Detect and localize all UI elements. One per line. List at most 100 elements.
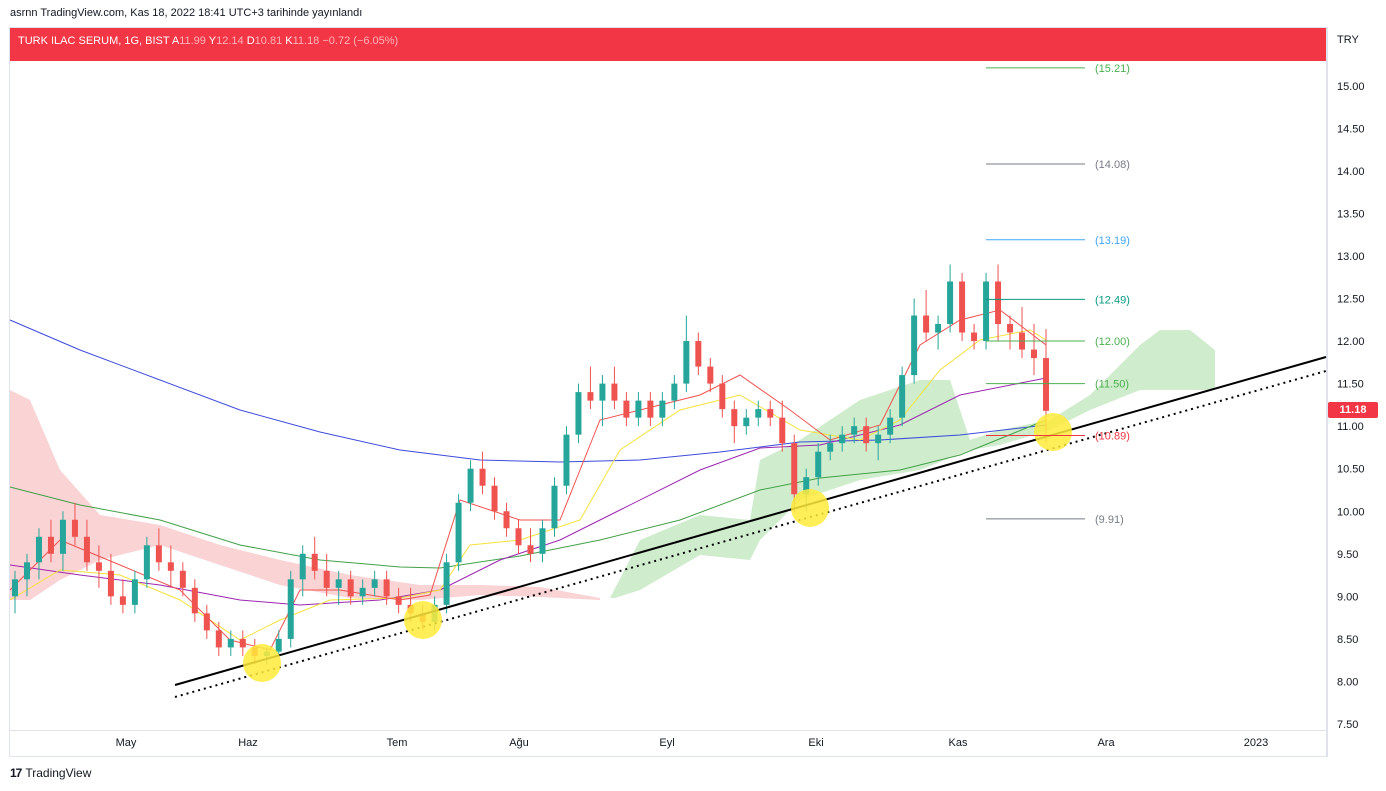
candle-body xyxy=(323,570,330,588)
y-tick-label: 8.50 xyxy=(1337,634,1358,646)
candle-body xyxy=(215,630,222,648)
candle-body xyxy=(167,562,174,571)
y-tick-label: 14.50 xyxy=(1337,123,1365,135)
candle-body xyxy=(659,400,666,418)
candle-body xyxy=(83,536,90,563)
candle-body xyxy=(47,536,54,554)
x-tick-label: May xyxy=(116,737,137,749)
y-tick-label: 7.50 xyxy=(1337,719,1358,731)
x-tick-label: Haz xyxy=(238,737,258,749)
touch-highlight xyxy=(243,644,281,682)
candle-body xyxy=(515,528,522,546)
y-tick-label: 10.50 xyxy=(1337,464,1365,476)
candle-body xyxy=(12,579,18,597)
candle-body xyxy=(119,596,126,605)
low-label: D xyxy=(246,35,255,47)
publish-line: asrnn TradingView.com, Kas 18, 2022 18:4… xyxy=(10,7,363,19)
candle-body xyxy=(671,383,678,401)
candle-body xyxy=(35,536,42,563)
candle-body xyxy=(239,638,246,648)
y-tick-label: 13.50 xyxy=(1337,208,1365,220)
candle-body xyxy=(983,281,990,342)
candle-body xyxy=(935,324,942,333)
candle-body xyxy=(395,596,402,605)
candle-body xyxy=(227,638,234,648)
candle-body xyxy=(695,341,702,367)
y-tick-label: 12.00 xyxy=(1337,336,1365,348)
candle-body xyxy=(755,409,762,418)
level-label: (12.00) xyxy=(1095,336,1130,348)
x-tick-label: Eyl xyxy=(659,737,674,749)
x-tick-label: Eki xyxy=(808,737,823,749)
candle-body xyxy=(647,400,654,418)
touch-highlight xyxy=(791,489,829,527)
candle-body xyxy=(779,417,786,444)
candle-body xyxy=(179,570,186,588)
touch-highlight xyxy=(1034,413,1072,451)
candle-body xyxy=(491,485,498,512)
candle-body xyxy=(467,468,474,503)
low-value: 10.81 xyxy=(254,35,283,47)
candle-body xyxy=(275,638,282,652)
last-price-badge: 11.18 xyxy=(1328,402,1378,418)
y-tick-label: 12.50 xyxy=(1337,294,1365,306)
candle-body xyxy=(707,366,714,384)
candle-body xyxy=(23,562,30,580)
candle-body xyxy=(59,519,66,554)
candle-body xyxy=(131,579,138,605)
currency-label: TRY xyxy=(1337,34,1359,46)
symbol-name[interactable]: TURK ILAC SERUM, 1G, BIST xyxy=(18,35,170,47)
candle-body xyxy=(611,383,618,401)
candle-body xyxy=(1031,349,1038,359)
level-label: (14.08) xyxy=(1095,159,1130,171)
candle-body xyxy=(827,443,834,452)
cloud-bullish xyxy=(610,330,1215,598)
candle-body xyxy=(923,315,930,333)
candle-body xyxy=(803,477,810,495)
time-axis[interactable] xyxy=(9,730,1327,757)
tradingview-logo-icon: 17 xyxy=(10,766,22,780)
candle-body xyxy=(95,562,102,571)
x-tick-label: Tem xyxy=(387,737,408,749)
y-tick-label: 11.50 xyxy=(1337,379,1364,391)
candle-body xyxy=(971,332,978,342)
candle-body xyxy=(455,502,462,563)
legend-banner xyxy=(10,28,1326,61)
y-tick-label: 11.00 xyxy=(1337,421,1364,433)
ema-long-line xyxy=(9,419,1047,569)
candle-body xyxy=(683,341,690,384)
candle-body xyxy=(839,434,846,444)
candle-body xyxy=(335,579,342,588)
touch-highlight xyxy=(404,601,442,639)
candle-body xyxy=(719,383,726,410)
open-label: A xyxy=(171,35,180,47)
chart-frame xyxy=(9,27,1327,757)
candle-body xyxy=(155,545,162,563)
candle-body xyxy=(995,281,1002,325)
candle-body xyxy=(911,315,918,376)
close-label: K xyxy=(285,35,293,47)
level-label: (12.49) xyxy=(1095,294,1130,306)
candle-body xyxy=(623,400,630,418)
candle-body xyxy=(443,562,450,605)
x-tick-label: Ağu xyxy=(509,737,529,749)
candle-body xyxy=(1007,324,1014,333)
candle-body xyxy=(875,434,882,444)
candle-body xyxy=(371,579,378,588)
candle-body xyxy=(731,409,738,427)
candle-body xyxy=(767,409,774,418)
candle-body xyxy=(863,426,870,444)
candle-body xyxy=(815,451,822,478)
trendline-dotted xyxy=(174,370,1327,698)
candle-body xyxy=(383,579,390,597)
close-value: 11.18 xyxy=(292,35,320,47)
level-label: (11.50) xyxy=(1095,379,1129,391)
candle-body xyxy=(191,587,198,614)
candle-body xyxy=(947,281,954,325)
footer-brand: 17 TradingView xyxy=(10,766,91,780)
candle-body xyxy=(311,553,318,571)
y-tick-label: 9.00 xyxy=(1337,591,1358,603)
candle-body xyxy=(551,485,558,529)
price-axis[interactable] xyxy=(1327,27,1386,757)
